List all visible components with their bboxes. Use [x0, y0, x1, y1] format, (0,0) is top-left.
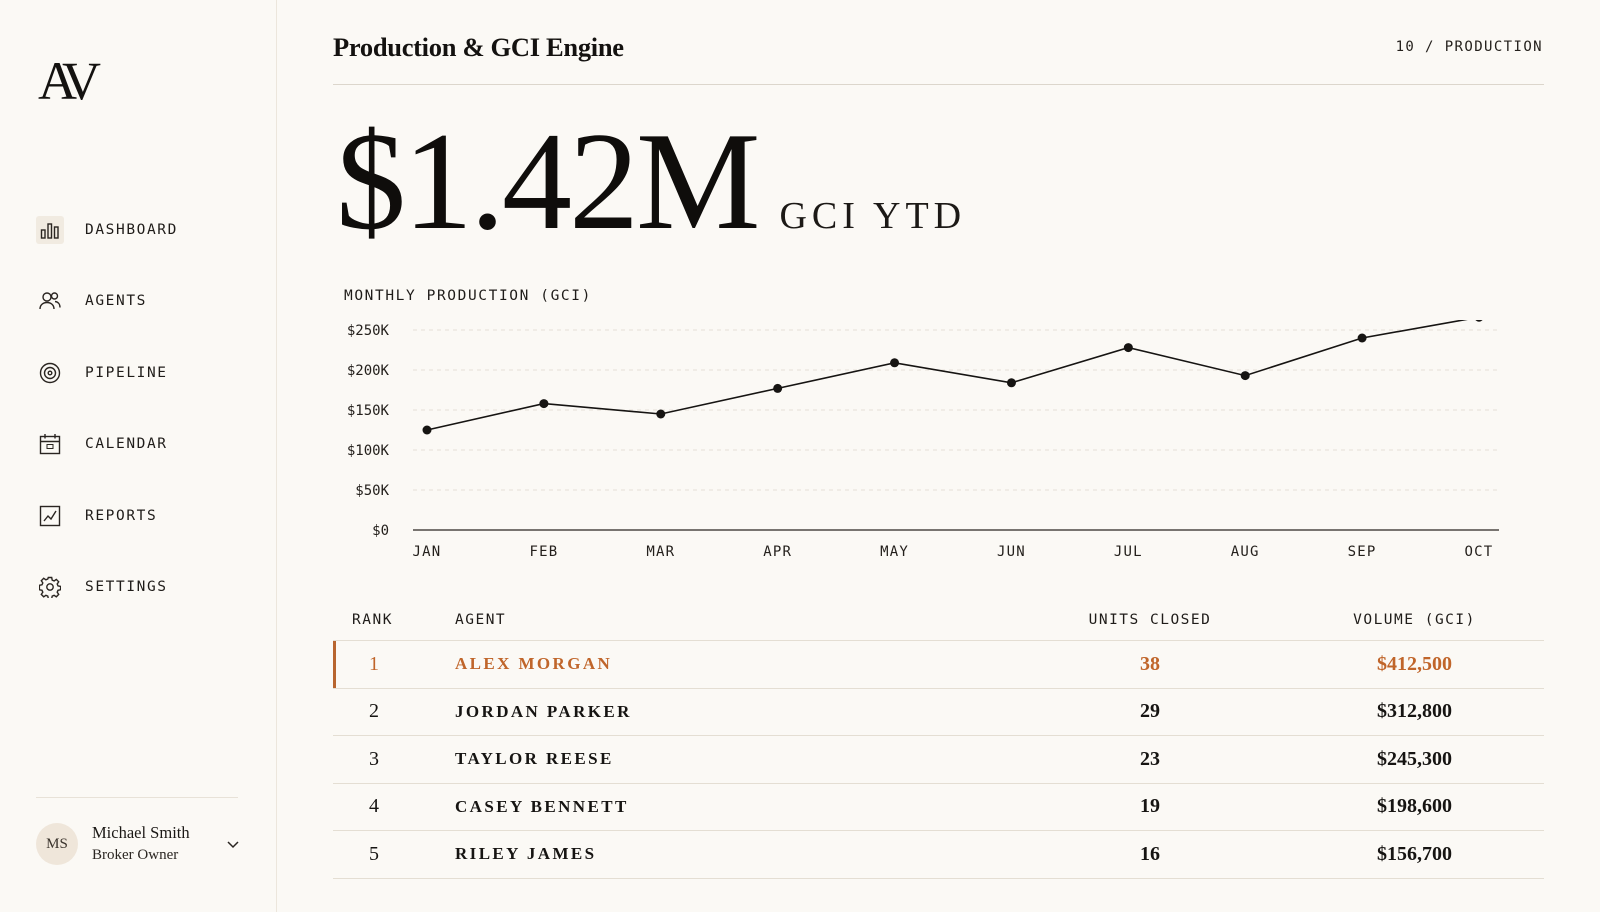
kpi-label: GCI YTD	[779, 195, 967, 237]
table-row[interactable]: 1 ALEX MORGAN 38 $412,500	[333, 641, 1544, 689]
x-tick-label: AUG	[1231, 544, 1260, 560]
column-header-volume[interactable]: VOLUME (GCI)	[1353, 612, 1476, 628]
sidebar-item-calendar[interactable]: CALENDAR	[36, 409, 266, 481]
x-tick-label: MAY	[880, 544, 909, 560]
data-point	[1123, 343, 1133, 353]
logo[interactable]: AV	[38, 51, 101, 111]
table-row[interactable]: 3 TAYLOR REESE 23 $245,300	[333, 736, 1544, 784]
table-row[interactable]: 2 JORDAN PARKER 29 $312,800	[333, 689, 1544, 736]
cell-agent: ALEX MORGAN	[455, 654, 613, 674]
kpi-gci-ytd: $1.42M GCI YTD	[336, 112, 966, 252]
sidebar-item-dashboard[interactable]: DASHBOARD	[36, 194, 266, 266]
cell-volume: $245,300	[1377, 747, 1452, 770]
monthly-production-chart: $0 $50K $100K $150K $200K $250K JAN FEB MAR APR MA…	[347, 320, 1499, 560]
cell-units: 19	[1140, 795, 1160, 818]
calendar-icon	[36, 430, 64, 458]
trend-chart-icon	[36, 502, 64, 530]
sidebar-divider	[36, 797, 238, 798]
series-line	[426, 320, 1468, 431]
sidebar-item-label: REPORTS	[85, 507, 158, 524]
cell-agent: CASEY BENNETT	[455, 796, 629, 816]
cell-agent: RILEY JAMES	[455, 844, 597, 864]
sidebar: AV DASHBOARD AGENTS PIPE	[0, 0, 277, 912]
table-row[interactable]: 4 CASEY BENNETT 19 $198,600	[333, 784, 1544, 831]
cell-volume: $198,600	[1377, 795, 1452, 818]
data-point	[422, 425, 432, 435]
cell-volume: $312,800	[1377, 700, 1452, 723]
y-tick-label: $250K	[347, 323, 390, 339]
header-divider	[333, 84, 1544, 85]
agent-leaderboard-table: RANK AGENT UNITS CLOSED VOLUME (GCI) 1 A…	[333, 600, 1544, 879]
kpi-value: $1.42M	[336, 104, 760, 259]
data-point	[890, 358, 900, 368]
data-point	[773, 383, 783, 393]
x-tick-label: JAN	[413, 544, 442, 560]
cell-units: 16	[1140, 842, 1160, 865]
data-point	[1475, 320, 1483, 322]
y-tick-label: $150K	[347, 403, 390, 419]
cell-volume: $412,500	[1377, 652, 1452, 675]
data-point	[1357, 333, 1367, 343]
cell-rank: 2	[369, 700, 379, 723]
x-tick-label: APR	[763, 544, 792, 560]
y-tick-label: $0	[372, 523, 389, 539]
x-tick-label: FEB	[529, 544, 558, 560]
x-tick-label: JUN	[997, 544, 1026, 560]
y-tick-label: $50K	[355, 483, 389, 499]
cell-units: 29	[1140, 700, 1160, 723]
x-tick-label: OCT	[1465, 544, 1494, 560]
sidebar-item-agents[interactable]: AGENTS	[36, 266, 266, 338]
bar-chart-icon	[36, 215, 64, 244]
cell-agent: JORDAN PARKER	[455, 701, 632, 721]
data-point	[1240, 371, 1250, 381]
sidebar-item-pipeline[interactable]: PIPELINE	[36, 337, 266, 409]
sidebar-item-label: DASHBOARD	[85, 221, 178, 238]
sidebar-item-reports[interactable]: REPORTS	[36, 480, 266, 552]
cell-units: 38	[1140, 652, 1160, 675]
avatar: MS	[36, 823, 78, 865]
users-icon	[36, 287, 64, 315]
target-icon	[36, 359, 64, 387]
sidebar-item-label: PIPELINE	[85, 364, 168, 381]
sidebar-nav: DASHBOARD AGENTS PIPELINE	[36, 194, 266, 623]
cell-rank: 5	[369, 842, 379, 865]
page-title: Production & GCI Engine	[333, 32, 624, 62]
cell-rank: 4	[369, 795, 379, 818]
data-point	[656, 409, 666, 419]
x-tick-label: JUL	[1114, 544, 1143, 560]
data-point	[539, 399, 549, 409]
column-header-units[interactable]: UNITS CLOSED	[1088, 612, 1212, 628]
x-tick-label: MAR	[646, 544, 675, 560]
sidebar-item-settings[interactable]: SETTINGS	[36, 552, 266, 624]
y-tick-label: $200K	[347, 363, 390, 379]
table-row[interactable]: 5 RILEY JAMES 16 $156,700	[333, 831, 1544, 879]
y-tick-label: $100K	[347, 443, 390, 459]
cell-rank: 3	[369, 747, 379, 770]
sidebar-item-label: AGENTS	[85, 293, 147, 310]
table-header: RANK AGENT UNITS CLOSED VOLUME (GCI)	[333, 600, 1544, 641]
chevron-down-icon[interactable]	[224, 835, 242, 853]
user-role: Broker Owner	[92, 847, 179, 863]
sidebar-item-label: CALENDAR	[85, 436, 168, 453]
user-menu[interactable]: MS Michael Smith Broker Owner	[36, 822, 242, 866]
data-point	[1006, 378, 1016, 388]
breadcrumb: 10 / PRODUCTION	[1395, 39, 1543, 55]
user-name: Michael Smith	[92, 823, 190, 842]
x-tick-label: SEP	[1348, 544, 1377, 560]
cell-agent: TAYLOR REESE	[455, 749, 614, 769]
cell-volume: $156,700	[1377, 842, 1452, 865]
column-header-agent[interactable]: AGENT	[455, 612, 507, 628]
cell-units: 23	[1140, 747, 1160, 770]
gear-icon	[36, 573, 64, 601]
cell-rank: 1	[369, 652, 379, 675]
chart-title: MONTHLY PRODUCTION (GCI)	[344, 288, 592, 304]
column-header-rank[interactable]: RANK	[352, 612, 393, 628]
sidebar-item-label: SETTINGS	[85, 579, 168, 596]
